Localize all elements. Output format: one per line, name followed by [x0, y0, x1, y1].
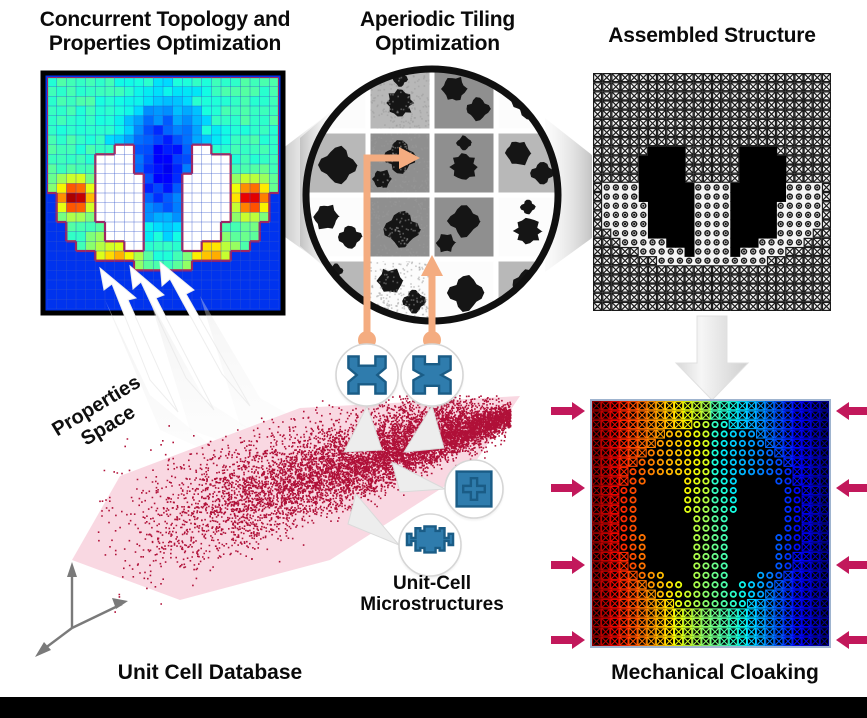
leader-arrows-to-database	[99, 260, 390, 470]
axes-triad	[39, 568, 123, 653]
panel-assembled-structure	[593, 73, 831, 311]
caption-unit-cell-database: Unit Cell Database	[117, 661, 303, 684]
bubble-leader-lines	[343, 404, 447, 546]
load-arrow-left	[551, 556, 585, 574]
unit-cell-bubble-cross-x-cell[interactable]	[334, 343, 400, 410]
unit-cell-bubble-square-plus-cell[interactable]	[443, 459, 505, 522]
panel-title-topology: Concurrent Topology and Properties Optim…	[39, 8, 291, 55]
load-arrow-right	[836, 479, 867, 497]
load-arrow-right	[836, 402, 867, 420]
cone-tiling-to-assembled	[545, 118, 592, 272]
load-arrow-left	[551, 631, 585, 649]
caption-unit-cell-microstructures: Unit-Cell Microstructures	[360, 573, 504, 616]
footer-bar	[0, 697, 867, 718]
panel-topology-optimization	[40, 70, 286, 316]
load-arrow-left	[551, 479, 585, 497]
arrow-assembled-to-cloaking	[674, 315, 750, 401]
bubble-leader	[403, 404, 445, 453]
bubble-leader	[343, 404, 383, 453]
panel-mechanical-cloaking	[551, 399, 867, 649]
panel-title-assembled: Assembled Structure	[608, 24, 816, 47]
bubble-leader	[391, 461, 447, 493]
connector-orange-left	[358, 147, 420, 349]
load-arrow-left	[551, 402, 585, 420]
unit-cell-bubble-gear-cross-cell[interactable]	[397, 513, 463, 580]
axes-arrowheads	[35, 562, 128, 657]
load-arrow-right	[836, 556, 867, 574]
bubble-leader	[347, 492, 400, 546]
caption-mechanical-cloaking: Mechanical Cloaking	[611, 661, 819, 684]
panel-title-tiling: Aperiodic Tiling Optimization	[359, 8, 516, 55]
load-arrow-right	[836, 631, 867, 649]
unit-cell-bubble-cross-h-cell[interactable]	[399, 343, 465, 410]
